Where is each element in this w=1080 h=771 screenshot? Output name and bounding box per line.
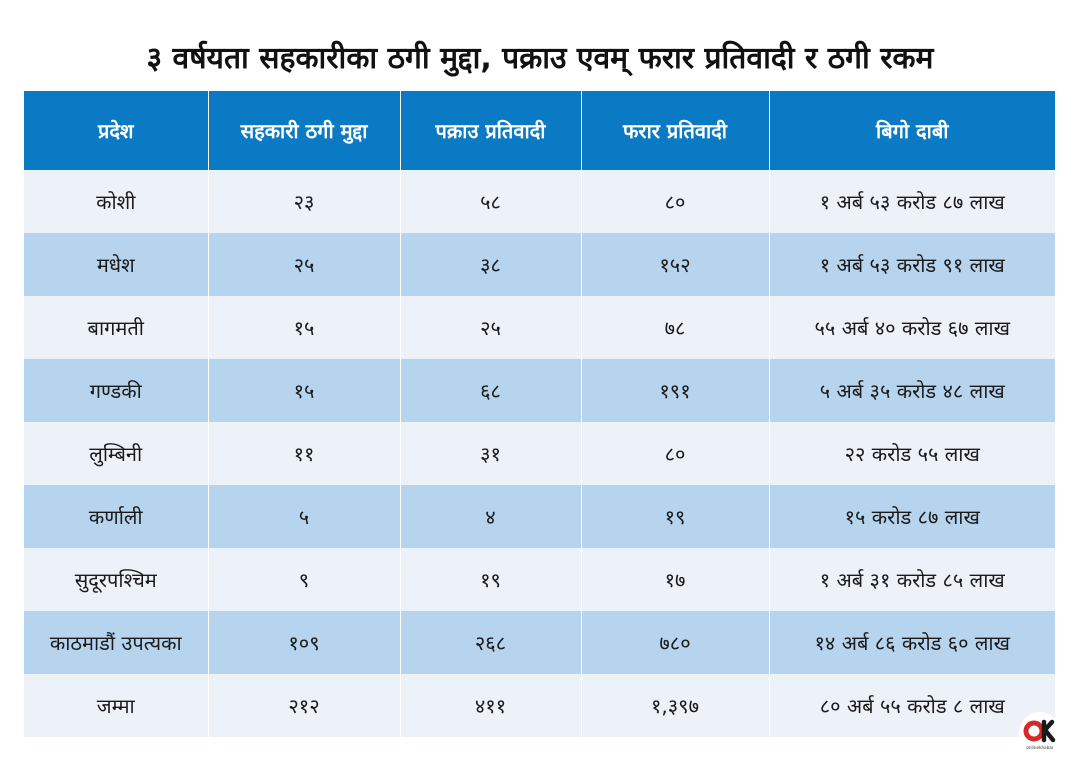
cell-arrested: १९ bbox=[400, 548, 582, 611]
table-row: काठमाडौं उपत्यका १०९ २६८ ७८० १४ अर्ब ८६ … bbox=[24, 611, 1055, 674]
cell-arrested: २५ bbox=[400, 296, 582, 359]
cell-cases: १५ bbox=[208, 296, 401, 359]
cell-arrested: ३८ bbox=[400, 233, 582, 296]
onlinekhabar-logo-icon: onlinekhabar bbox=[1018, 711, 1062, 755]
cell-province: जम्मा bbox=[24, 674, 209, 737]
cell-province: गण्डकी bbox=[24, 359, 209, 422]
cell-arrested: ६८ bbox=[400, 359, 582, 422]
cell-arrested: ४११ bbox=[400, 674, 582, 737]
cell-arrested: ४ bbox=[400, 485, 582, 548]
cell-cases: २३ bbox=[208, 170, 401, 233]
data-table: प्रदेश सहकारी ठगी मुद्दा पक्राउ प्रतिवाद… bbox=[24, 91, 1055, 737]
cell-absconding: १५२ bbox=[581, 233, 770, 296]
table-total-row: जम्मा २१२ ४११ १,३९७ ८० अर्ब ५५ करोड ८ ला… bbox=[24, 674, 1055, 737]
cell-cases: १५ bbox=[208, 359, 401, 422]
cell-cases: १०९ bbox=[208, 611, 401, 674]
data-table-container: प्रदेश सहकारी ठगी मुद्दा पक्राउ प्रतिवाद… bbox=[24, 91, 1055, 737]
cell-arrested: २६८ bbox=[400, 611, 582, 674]
header-cases: सहकारी ठगी मुद्दा bbox=[208, 91, 401, 170]
logo-text: onlinekhabar bbox=[1026, 745, 1054, 750]
cell-cases: २१२ bbox=[208, 674, 401, 737]
cell-absconding: १९१ bbox=[581, 359, 770, 422]
header-absconding: फरार प्रतिवादी bbox=[581, 91, 770, 170]
cell-claim-amount: २२ करोड ५५ लाख bbox=[769, 422, 1055, 485]
cell-province: बागमती bbox=[24, 296, 209, 359]
header-claim-amount: बिगो दाबी bbox=[769, 91, 1055, 170]
cell-absconding: ७८ bbox=[581, 296, 770, 359]
cell-absconding: १९ bbox=[581, 485, 770, 548]
cell-cases: ९ bbox=[208, 548, 401, 611]
cell-province: काठमाडौं उपत्यका bbox=[24, 611, 209, 674]
cell-province: कर्णाली bbox=[24, 485, 209, 548]
cell-claim-amount: ५५ अर्ब ४० करोड ६७ लाख bbox=[769, 296, 1055, 359]
cell-province: लुम्बिनी bbox=[24, 422, 209, 485]
cell-absconding: ८० bbox=[581, 422, 770, 485]
cell-claim-amount: १४ अर्ब ८६ करोड ६० लाख bbox=[769, 611, 1055, 674]
cell-arrested: ५८ bbox=[400, 170, 582, 233]
cell-absconding: १७ bbox=[581, 548, 770, 611]
cell-claim-amount: १५ करोड ८७ लाख bbox=[769, 485, 1055, 548]
table-row: सुदूरपश्चिम ९ १९ १७ १ अर्ब ३१ करोड ८५ ला… bbox=[24, 548, 1055, 611]
table-row: गण्डकी १५ ६८ १९१ ५ अर्ब ३५ करोड ४८ लाख bbox=[24, 359, 1055, 422]
cell-cases: २५ bbox=[208, 233, 401, 296]
cell-absconding: ८० bbox=[581, 170, 770, 233]
header-province: प्रदेश bbox=[24, 91, 209, 170]
cell-arrested: ३१ bbox=[400, 422, 582, 485]
table-header-row: प्रदेश सहकारी ठगी मुद्दा पक्राउ प्रतिवाद… bbox=[24, 91, 1055, 170]
table-row: कोशी २३ ५८ ८० १ अर्ब ५३ करोड ८७ लाख bbox=[24, 170, 1055, 233]
cell-cases: ११ bbox=[208, 422, 401, 485]
page-title: ३ वर्षयता सहकारीका ठगी मुद्दा, पक्राउ एव… bbox=[146, 41, 934, 76]
cell-province: मधेश bbox=[24, 233, 209, 296]
cell-province: कोशी bbox=[24, 170, 209, 233]
table-row: लुम्बिनी ११ ३१ ८० २२ करोड ५५ लाख bbox=[24, 422, 1055, 485]
cell-absconding: ७८० bbox=[581, 611, 770, 674]
header-arrested: पक्राउ प्रतिवादी bbox=[400, 91, 582, 170]
cell-claim-amount: ८० अर्ब ५५ करोड ८ लाख bbox=[769, 674, 1055, 737]
table-row: बागमती १५ २५ ७८ ५५ अर्ब ४० करोड ६७ लाख bbox=[24, 296, 1055, 359]
table-row: कर्णाली ५ ४ १९ १५ करोड ८७ लाख bbox=[24, 485, 1055, 548]
table-row: मधेश २५ ३८ १५२ १ अर्ब ५३ करोड ९१ लाख bbox=[24, 233, 1055, 296]
cell-claim-amount: १ अर्ब ३१ करोड ८५ लाख bbox=[769, 548, 1055, 611]
cell-claim-amount: ५ अर्ब ३५ करोड ४८ लाख bbox=[769, 359, 1055, 422]
cell-absconding: १,३९७ bbox=[581, 674, 770, 737]
cell-claim-amount: १ अर्ब ५३ करोड ९१ लाख bbox=[769, 233, 1055, 296]
cell-claim-amount: १ अर्ब ५३ करोड ८७ लाख bbox=[769, 170, 1055, 233]
cell-cases: ५ bbox=[208, 485, 401, 548]
cell-province: सुदूरपश्चिम bbox=[24, 548, 209, 611]
